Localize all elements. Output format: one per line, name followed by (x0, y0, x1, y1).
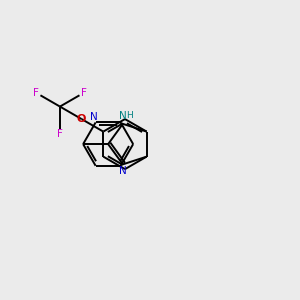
Text: N: N (119, 111, 127, 121)
Text: F: F (57, 129, 63, 140)
Text: O: O (77, 114, 86, 124)
Text: N: N (119, 166, 127, 176)
Text: H: H (126, 111, 133, 120)
Text: F: F (81, 88, 87, 98)
Text: F: F (33, 88, 39, 98)
Text: N: N (90, 112, 98, 122)
